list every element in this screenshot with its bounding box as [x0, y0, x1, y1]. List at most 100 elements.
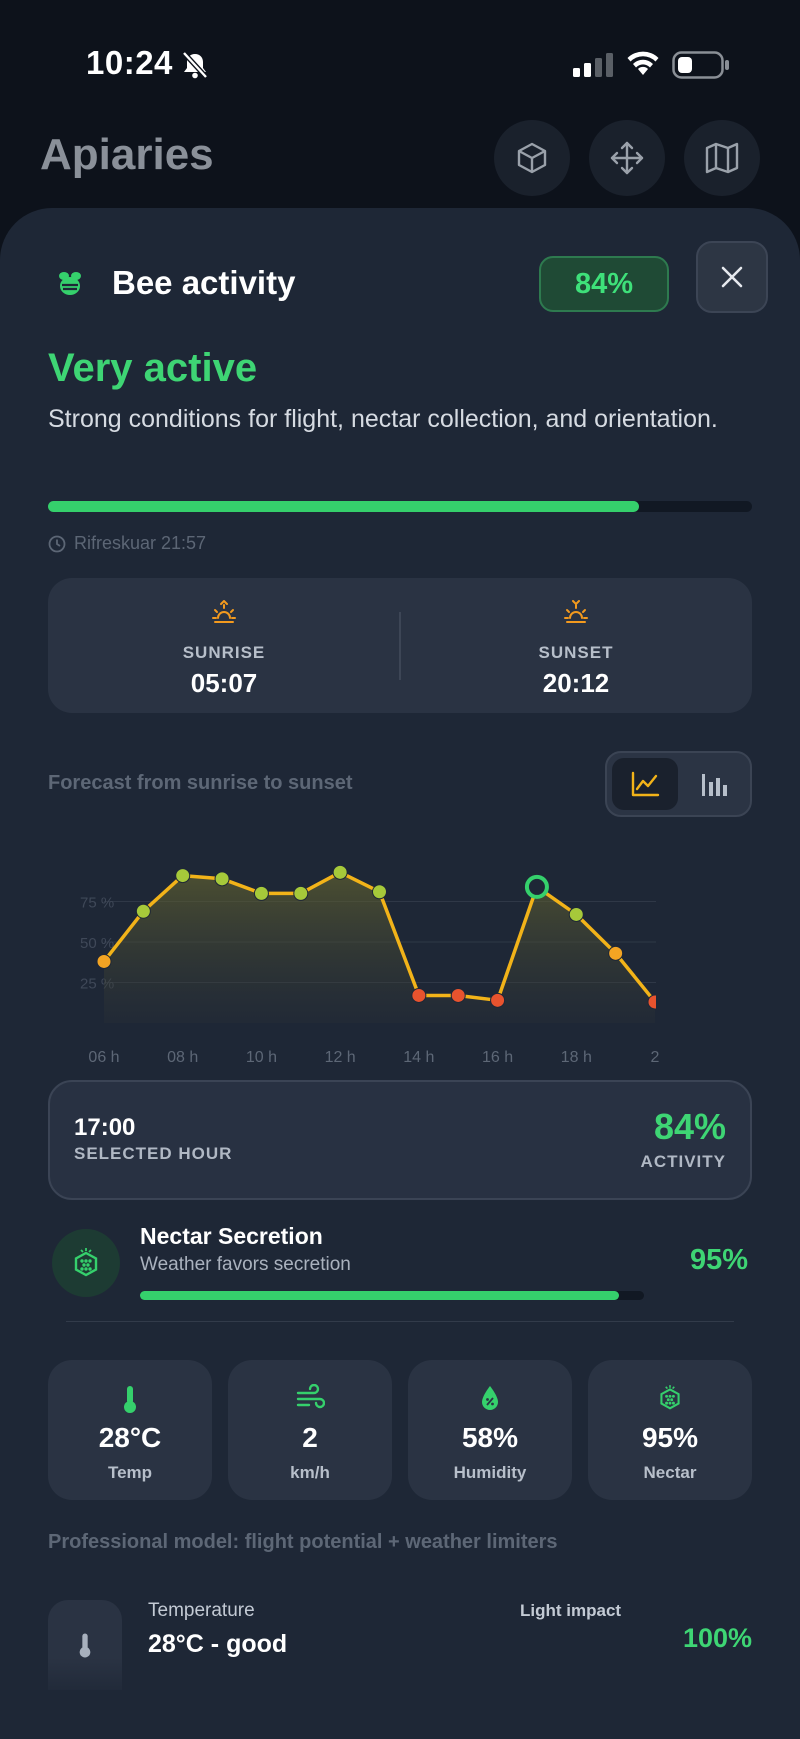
metric-label: km/h	[290, 1463, 330, 1482]
data-point	[214, 871, 230, 887]
activity-badge: 84%	[539, 256, 669, 312]
x-axis-ticks: 06 h 08 h 10 h 12 h 14 h 16 h 18 h 2	[88, 1049, 659, 1066]
data-point	[293, 885, 309, 901]
cellular-signal-icon	[573, 53, 613, 77]
wifi-icon	[627, 51, 659, 75]
y-tick-label: 50 %	[80, 935, 114, 952]
x-tick-label: 2	[651, 1049, 660, 1066]
page-title: Apiaries	[40, 130, 214, 179]
x-tick-label: 10 h	[246, 1049, 277, 1066]
activity-status-description: Strong conditions for flight, nectar col…	[48, 405, 718, 433]
bee-activity-sheet: Bee activity 84% Very active Strong cond…	[0, 208, 800, 1739]
thermometer-icon	[124, 1386, 136, 1413]
metric-value: 28°C	[98, 1422, 162, 1453]
data-point	[372, 884, 387, 900]
map-button[interactable]	[684, 120, 760, 196]
divider	[66, 1321, 734, 1322]
forecast-area	[104, 872, 655, 1023]
chart-type-toggle	[605, 751, 752, 817]
activity-progress-bar	[48, 501, 752, 512]
nectar-icon-badge	[52, 1229, 120, 1297]
humidity-drop-icon	[482, 1386, 498, 1410]
activity-forecast-chart[interactable]: 75 %50 %25 % 06 h 08 h 10 h 12 h 14 h 16 h 18 …	[0, 818, 800, 1070]
bar-chart-toggle[interactable]	[681, 758, 747, 810]
data-point	[490, 992, 506, 1008]
wind-icon	[296, 1384, 325, 1409]
y-tick-label: 75 %	[80, 895, 114, 912]
sunrise-block: SUNRISE 05:07	[48, 578, 400, 713]
forecast-title: Forecast from sunrise to sunset	[48, 772, 353, 794]
close-icon	[721, 266, 743, 288]
sunrise-label: SUNRISE	[182, 643, 266, 662]
temperature-factor-value: 28°C - good	[148, 1630, 288, 1658]
forecast-points	[96, 864, 656, 1010]
status-bar: 10:24	[0, 0, 800, 130]
data-point	[253, 885, 269, 901]
data-point	[608, 945, 624, 961]
sunset-time: 20:12	[542, 668, 610, 698]
sunrise-time: 05:07	[190, 668, 258, 698]
data-point	[450, 987, 466, 1003]
close-button[interactable]	[696, 241, 768, 313]
activity-progress-fill	[48, 501, 640, 512]
nectar-value: 95%	[689, 1244, 748, 1276]
x-tick-label: 16 h	[482, 1049, 513, 1066]
model-title: Professional model: flight potential + w…	[48, 1531, 558, 1553]
sunset-icon	[564, 600, 588, 623]
data-point	[135, 903, 151, 919]
selected-hour-label: SELECTED HOUR	[74, 1144, 233, 1163]
nectar-progress-bar	[140, 1291, 644, 1300]
sunset-block: SUNSET 20:12	[400, 578, 752, 713]
nectar-title: Nectar Secretion	[140, 1223, 323, 1249]
sun-times-card: SUNRISE 05:07 SUNSET 20:12	[48, 578, 752, 713]
metric-temp: 28°C Temp	[48, 1360, 212, 1500]
metric-label: Nectar	[643, 1463, 697, 1482]
nectar-progress-fill	[140, 1291, 619, 1300]
selected-data-point	[524, 874, 549, 899]
x-tick-label: 12 h	[325, 1049, 356, 1066]
nectar-subtitle: Weather favors secretion	[140, 1254, 351, 1275]
refresh-info: Rifreskuar 21:57	[48, 533, 206, 554]
move-button[interactable]	[589, 120, 665, 196]
data-point	[175, 868, 191, 884]
metric-value: 2	[302, 1422, 318, 1453]
data-point	[332, 864, 348, 880]
divider	[399, 612, 401, 680]
scroll-fade	[0, 1658, 800, 1739]
honeycomb-icon	[74, 1248, 98, 1277]
cube-icon	[517, 142, 547, 174]
temperature-factor-label: Temperature	[148, 1600, 255, 1621]
light-impact-value: 100%	[682, 1623, 752, 1653]
metric-label: Temp	[107, 1463, 153, 1482]
sunrise-icon	[212, 600, 236, 623]
selected-hour-card: 17:00 SELECTED HOUR 84% ACTIVITY	[48, 1080, 752, 1200]
data-point	[647, 994, 656, 1010]
clock-icon	[48, 535, 66, 552]
selected-activity-label: ACTIVITY	[640, 1152, 726, 1171]
selected-hour-time: 17:00	[74, 1114, 136, 1141]
x-tick-label: 06 h	[88, 1049, 119, 1066]
clock: 10:24	[86, 44, 173, 81]
battery-icon	[672, 51, 729, 79]
honeycomb-icon	[660, 1385, 680, 1410]
3d-view-button[interactable]	[494, 120, 570, 196]
metric-humidity: 58% Humidity	[408, 1360, 572, 1500]
x-tick-label: 08 h	[167, 1049, 198, 1066]
line-chart-toggle[interactable]	[612, 758, 678, 810]
map-icon	[705, 142, 739, 174]
line-chart-icon	[631, 771, 660, 797]
light-impact-label: Light impact	[520, 1601, 622, 1620]
bee-icon	[59, 272, 81, 295]
sheet-title: Bee activity	[112, 264, 296, 301]
metric-wind: 2 km/h	[228, 1360, 392, 1500]
move-arrows-icon	[610, 141, 644, 175]
sunset-label: SUNSET	[538, 643, 614, 662]
activity-status-heading: Very active	[48, 346, 258, 390]
metric-value: 95%	[641, 1422, 699, 1453]
refresh-time: Rifreskuar 21:57	[74, 533, 207, 553]
metric-value: 58%	[461, 1422, 519, 1453]
x-tick-label: 18 h	[561, 1049, 592, 1066]
metric-label: Humidity	[453, 1463, 527, 1482]
data-point	[411, 987, 427, 1003]
selected-activity-value: 84%	[653, 1106, 726, 1147]
